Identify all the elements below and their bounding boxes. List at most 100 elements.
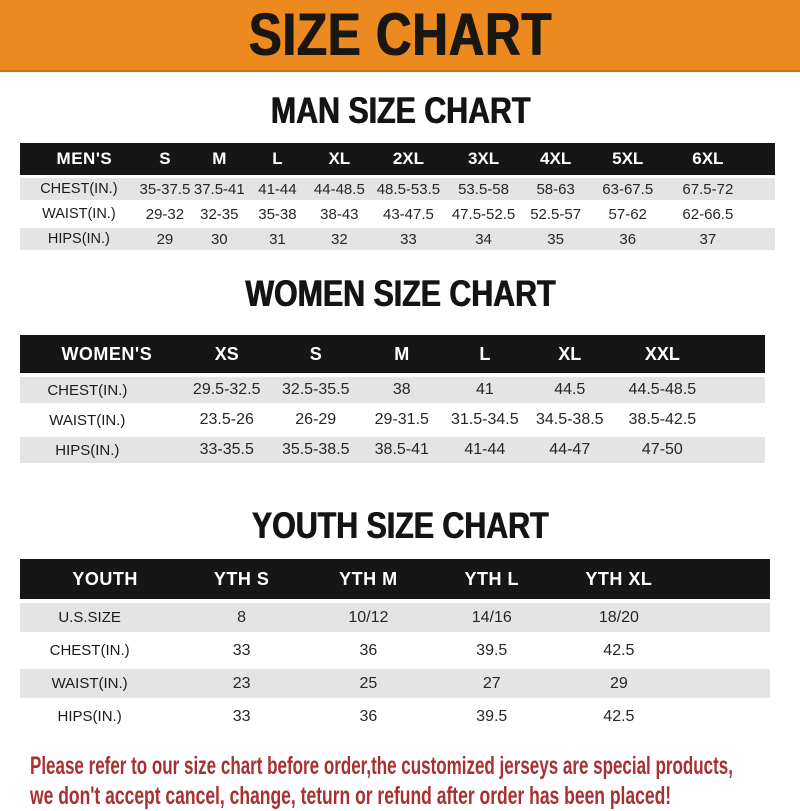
measure-value: 29-32 (145, 205, 185, 223)
measure-label: CHEST(IN.) (49, 642, 130, 659)
header-banner: SIZE CHART (0, 0, 800, 72)
size-column-header: XS (181, 335, 272, 373)
size-column-header: YTH M (305, 559, 432, 599)
measure-value: 41-44 (246, 178, 309, 200)
measure-value: 26-29 (295, 411, 337, 428)
measure-value: 41-44 (443, 437, 526, 463)
measure-row: CHEST(IN.) 29.5-32.5 32.5-35.5 38 41 44.5 44.5… (20, 377, 765, 403)
measure-value: 33 (370, 228, 447, 250)
measure-value: 33-35.5 (181, 437, 272, 463)
women-size-table: WOMEN'S XS S M L XL XXL CHEST(IN.) 29.5-32.5 32.5… (20, 331, 765, 467)
size-column-header: S (271, 335, 360, 373)
size-column-header: XL (308, 143, 371, 175)
measure-value: 18/20 (551, 603, 770, 632)
measure-value: 31 (246, 228, 309, 250)
measure-label: CHEST(IN.) (20, 178, 138, 200)
youth-size-table: YOUTH YTH S YTH M YTH L YTH XL U.S.SIZE 8 10/12… (20, 555, 770, 735)
measure-value: 31.5-34.5 (451, 411, 519, 428)
size-column-header: YTH S (178, 559, 305, 599)
size-column-header: M (192, 143, 247, 175)
measure-value: 37 (664, 228, 775, 250)
measure-value: 43-47.5 (382, 205, 434, 223)
measure-value: 38.5-42.5 (628, 411, 697, 428)
measure-value: 34.5-38.5 (535, 411, 604, 428)
measure-value: 38 (359, 377, 444, 403)
measure-label: HIPS(IN.) (20, 437, 182, 463)
size-column-header: XL (525, 335, 614, 373)
measure-value: 33 (232, 707, 251, 725)
size-column-header: XXL (613, 335, 765, 373)
measure-row: CHEST(IN.) 35-37.5 37.5-41 41-44 44-48.5 48.5… (20, 178, 775, 200)
measure-value: 41 (443, 377, 526, 403)
measure-value: 42.5 (603, 707, 635, 725)
measure-value: 38.5-41 (359, 437, 444, 463)
size-column-header: 5XL (590, 143, 665, 175)
measure-row: WAIST(IN.) 29-32 32-35 35-38 38-43 43-47.5 47.… (20, 203, 775, 225)
measure-value: 36 (359, 707, 378, 725)
size-column-header: 4XL (520, 143, 591, 175)
measure-value: 8 (178, 603, 305, 632)
measure-value: 35-37.5 (137, 178, 193, 200)
man-section-heading-text: MAN SIZE CHART (270, 90, 530, 131)
size-column-header: 2XL (370, 143, 447, 175)
measure-label: WAIST(IN.) (42, 206, 116, 222)
measure-value: 29.5-32.5 (181, 377, 272, 403)
size-column-header: YTH XL (551, 559, 770, 599)
measure-value: 32.5-35.5 (271, 377, 360, 403)
measure-value: 36 (359, 641, 378, 659)
table-header-row: YOUTH YTH S YTH M YTH L YTH XL (20, 559, 770, 599)
man-section-heading: MAN SIZE CHART (0, 88, 800, 134)
measure-value: 25 (305, 669, 432, 698)
measure-value: 35-38 (258, 205, 297, 223)
men-size-table: MEN'S S M L XL 2XL 3XL 4XL 5XL 6XL CHEST(IN.) 35-37… (20, 140, 775, 253)
measure-value: 58-63 (520, 178, 591, 200)
women-section-heading-text: WOMEN SIZE CHART (244, 273, 556, 314)
measure-value: 30 (192, 228, 247, 250)
measure-value: 44-47 (525, 437, 614, 463)
measure-value: 44-48.5 (308, 178, 371, 200)
measure-value: 35.5-38.5 (271, 437, 360, 463)
measure-value: 33 (232, 641, 251, 659)
measure-value: 23 (178, 669, 305, 698)
size-column-header: L (443, 335, 526, 373)
table-title-cell: MEN'S (20, 143, 138, 175)
measure-value: 36 (590, 228, 665, 250)
table-title-cell: YOUTH (20, 559, 179, 599)
measure-value: 27 (431, 669, 552, 698)
measure-value: 10/12 (305, 603, 432, 632)
size-column-header: 6XL (664, 143, 775, 175)
measure-value: 67.5-72 (664, 178, 775, 200)
table-title-cell: WOMEN'S (20, 335, 182, 373)
measure-value: 44.5 (525, 377, 614, 403)
measure-value: 32 (308, 228, 371, 250)
measure-row: CHEST(IN.) 33 36 39.5 42.5 (20, 636, 770, 665)
youth-section-heading: YOUTH SIZE CHART (0, 503, 800, 549)
measure-value: 34 (446, 228, 521, 250)
measure-value: 47.5-52.5 (451, 205, 516, 223)
measure-value: 52.5-57 (530, 205, 582, 223)
measure-value: 47-50 (613, 437, 765, 463)
size-column-header: 3XL (446, 143, 521, 175)
disclaimer-line-2: we don't accept cancel, change, teturn o… (30, 782, 672, 810)
measure-label: HIPS(IN.) (57, 708, 122, 725)
size-column-header: YTH L (431, 559, 552, 599)
disclaimer-line-1: Please refer to our size chart before or… (30, 752, 733, 780)
measure-value: 39.5 (476, 707, 508, 725)
measure-value: 37.5-41 (192, 178, 247, 200)
measure-value: 62-66.5 (682, 205, 734, 223)
measure-label: WAIST(IN.) (49, 411, 126, 429)
measure-row: U.S.SIZE 8 10/12 14/16 18/20 (20, 603, 770, 632)
measure-label: WAIST(IN.) (20, 669, 179, 698)
measure-value: 29 (137, 228, 193, 250)
measure-row: WAIST(IN.) 23.5-26 26-29 29-31.5 31.5-34.5 34… (20, 407, 765, 433)
measure-value: 42.5 (603, 641, 635, 659)
measure-value: 39.5 (476, 641, 508, 659)
women-section-heading: WOMEN SIZE CHART (0, 271, 800, 317)
table-header-row: MEN'S S M L XL 2XL 3XL 4XL 5XL 6XL (20, 143, 775, 175)
measure-value: 14/16 (431, 603, 552, 632)
measure-value: 53.5-58 (446, 178, 521, 200)
measure-value: 23.5-26 (199, 411, 254, 428)
measure-value: 48.5-53.5 (370, 178, 447, 200)
size-column-header: L (246, 143, 309, 175)
size-column-header: M (359, 335, 444, 373)
